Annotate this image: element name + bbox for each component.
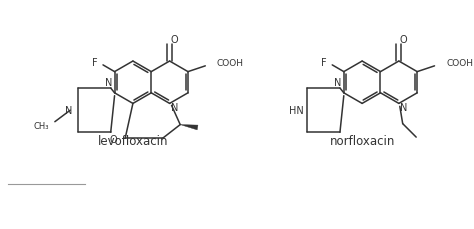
Text: CH₃: CH₃ xyxy=(34,122,49,131)
Text: levofloxacin: levofloxacin xyxy=(98,134,168,147)
Text: norfloxacin: norfloxacin xyxy=(329,134,395,147)
Text: O: O xyxy=(110,134,118,144)
Text: F: F xyxy=(321,58,327,68)
Text: N: N xyxy=(171,103,178,113)
Text: N: N xyxy=(65,106,72,116)
Polygon shape xyxy=(180,125,198,130)
Text: O: O xyxy=(400,35,408,45)
Text: F: F xyxy=(91,58,97,68)
Text: COOH: COOH xyxy=(217,59,244,68)
Text: O: O xyxy=(171,35,178,45)
Text: N: N xyxy=(400,103,407,113)
Text: N: N xyxy=(334,78,342,88)
Text: N: N xyxy=(105,78,112,88)
Text: COOH: COOH xyxy=(446,59,473,68)
Text: HN: HN xyxy=(289,106,303,116)
